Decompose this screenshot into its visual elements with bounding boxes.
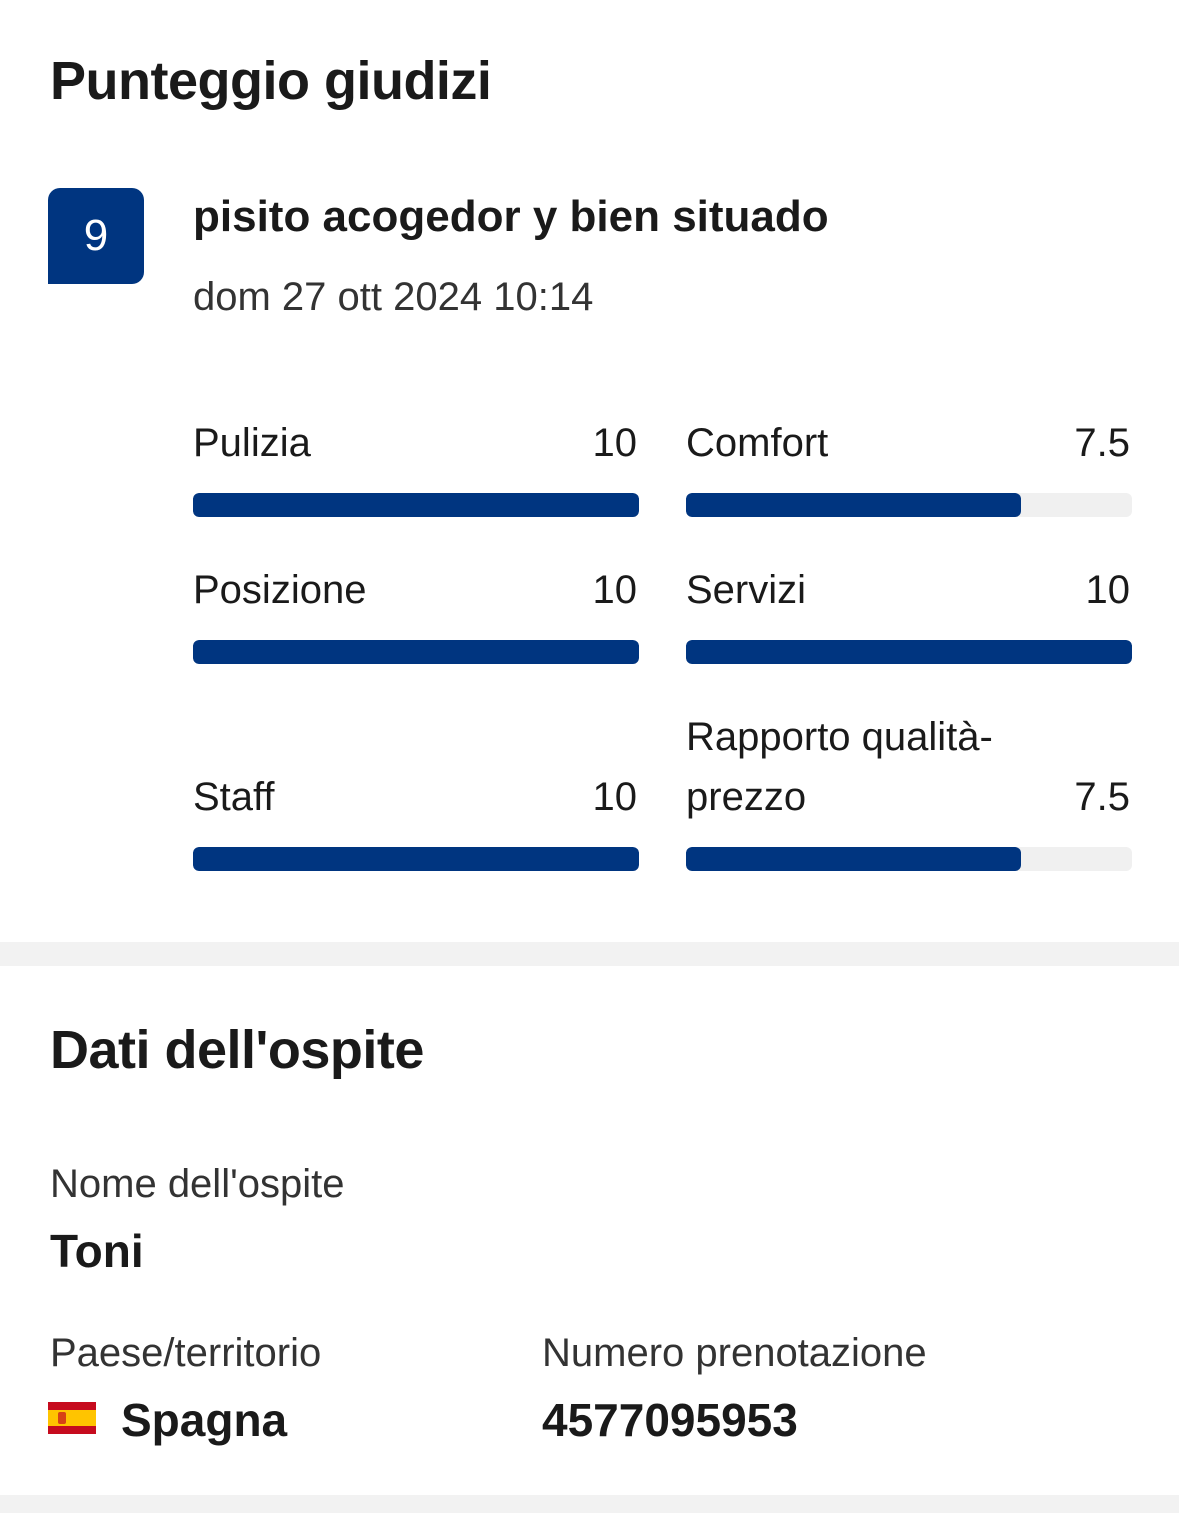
category-value: 10: [1085, 568, 1131, 612]
reviews-section-title: Punteggio giudizi: [50, 51, 492, 111]
category-value-for-money: Rapporto qualità-prezzo 7.5: [686, 707, 1132, 871]
category-bar-fill: [686, 640, 1132, 664]
category-bar-fill: [686, 493, 1021, 517]
category-location: Posizione 10: [193, 560, 639, 664]
category-label: Servizi: [686, 568, 807, 612]
category-value: 10: [592, 568, 638, 612]
review-title: pisito acogedor y bien situado: [193, 192, 829, 241]
overall-score-badge: 9: [48, 188, 144, 284]
flag-emblem: [58, 1412, 66, 1424]
category-staff: Staff 10: [193, 767, 639, 871]
category-bar: [193, 847, 639, 871]
category-bar: [686, 847, 1132, 871]
booking-number: 4577095953: [542, 1394, 798, 1446]
guest-section-title: Dati dell'ospite: [50, 1020, 424, 1080]
category-bar-fill: [686, 847, 1021, 871]
category-value: 10: [592, 421, 638, 465]
country-label: Paese/territorio: [50, 1331, 322, 1375]
section-divider: [0, 1495, 1179, 1513]
category-label: Pulizia: [193, 421, 311, 465]
category-label: Posizione: [193, 568, 367, 612]
category-bar: [193, 493, 639, 517]
category-bar-fill: [193, 493, 639, 517]
spain-flag-icon: [48, 1402, 96, 1434]
category-bar: [686, 640, 1132, 664]
category-cleanliness: Pulizia 10: [193, 413, 639, 517]
category-bar-fill: [193, 847, 639, 871]
review-date: dom 27 ott 2024 10:14: [193, 275, 594, 319]
category-facilities: Servizi 10: [686, 560, 1132, 664]
category-comfort: Comfort 7.5: [686, 413, 1132, 517]
guest-name-label: Nome dell'ospite: [50, 1162, 345, 1206]
category-bar: [686, 493, 1132, 517]
category-value: 10: [592, 775, 638, 819]
category-label: Staff: [193, 775, 275, 819]
guest-country: Spagna: [121, 1394, 288, 1446]
category-bar: [193, 640, 639, 664]
category-bar-fill: [193, 640, 639, 664]
section-divider: [0, 942, 1179, 966]
category-value: 7.5: [1074, 775, 1130, 819]
category-label: Comfort: [686, 421, 829, 465]
category-label: Rapporto qualità-prezzo: [686, 715, 993, 819]
booking-number-label: Numero prenotazione: [542, 1331, 927, 1375]
category-value: 7.5: [1074, 421, 1130, 465]
guest-name: Toni: [50, 1225, 144, 1277]
